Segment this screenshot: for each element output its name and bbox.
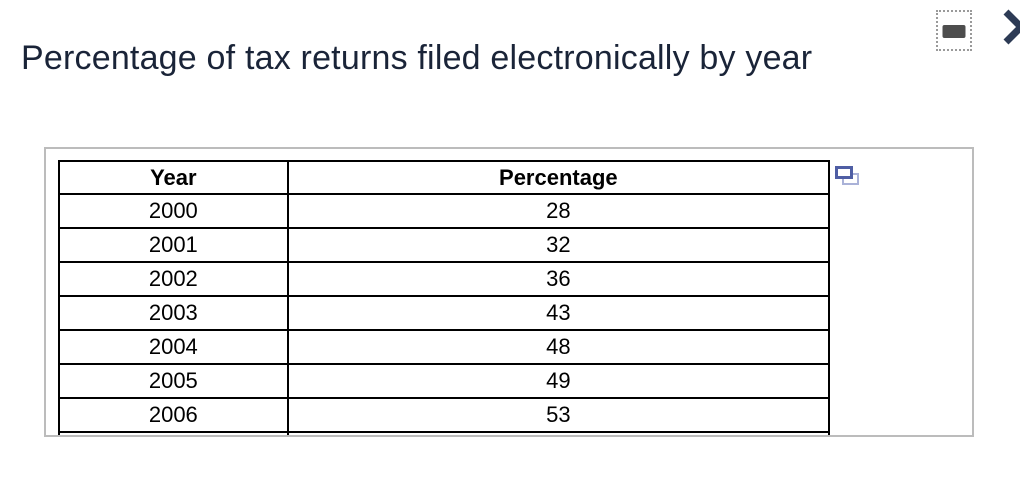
dashed-placeholder-box[interactable]: [936, 10, 972, 51]
year-cell: 2000: [58, 193, 289, 229]
year-cell: 2005: [58, 363, 289, 399]
percentage-cell: 48: [286, 329, 831, 365]
minus-handle-icon: [942, 25, 966, 38]
year-column-header: Year: [58, 160, 289, 195]
table-row-clipped: [58, 431, 831, 435]
page-title: Percentage of tax returns filed electron…: [21, 39, 813, 77]
year-cell: 2001: [58, 227, 289, 263]
percentage-column-header: Percentage: [286, 160, 831, 195]
percentage-cell: 53: [286, 397, 831, 433]
percentage-cell: 36: [286, 261, 831, 297]
table-row: 2003 43: [58, 295, 831, 331]
table-panel: Year Percentage 2000 28 2001 32 2002 36 …: [44, 147, 974, 437]
table-row: 2006 53: [58, 397, 831, 433]
table-row: 2004 48: [58, 329, 831, 365]
percentage-cell: 49: [286, 363, 831, 399]
chevron-right-icon[interactable]: [1002, 8, 1020, 48]
year-cell: 2003: [58, 295, 289, 331]
year-cell: 2002: [58, 261, 289, 297]
table-row: 2000 28: [58, 193, 831, 229]
percentage-cell: 28: [286, 193, 831, 229]
year-cell: 2004: [58, 329, 289, 365]
percentage-cell: 32: [286, 227, 831, 263]
table-row: 2002 36: [58, 261, 831, 297]
copy-table-icon[interactable]: [835, 166, 861, 187]
copy-icon-front-rect: [835, 166, 853, 179]
table-header-row: Year Percentage: [58, 160, 831, 195]
percentage-cell: 43: [286, 295, 831, 331]
tax-returns-table: Year Percentage 2000 28 2001 32 2002 36 …: [58, 160, 831, 435]
year-cell: 2006: [58, 397, 289, 433]
table-row: 2001 32: [58, 227, 831, 263]
table-row: 2005 49: [58, 363, 831, 399]
